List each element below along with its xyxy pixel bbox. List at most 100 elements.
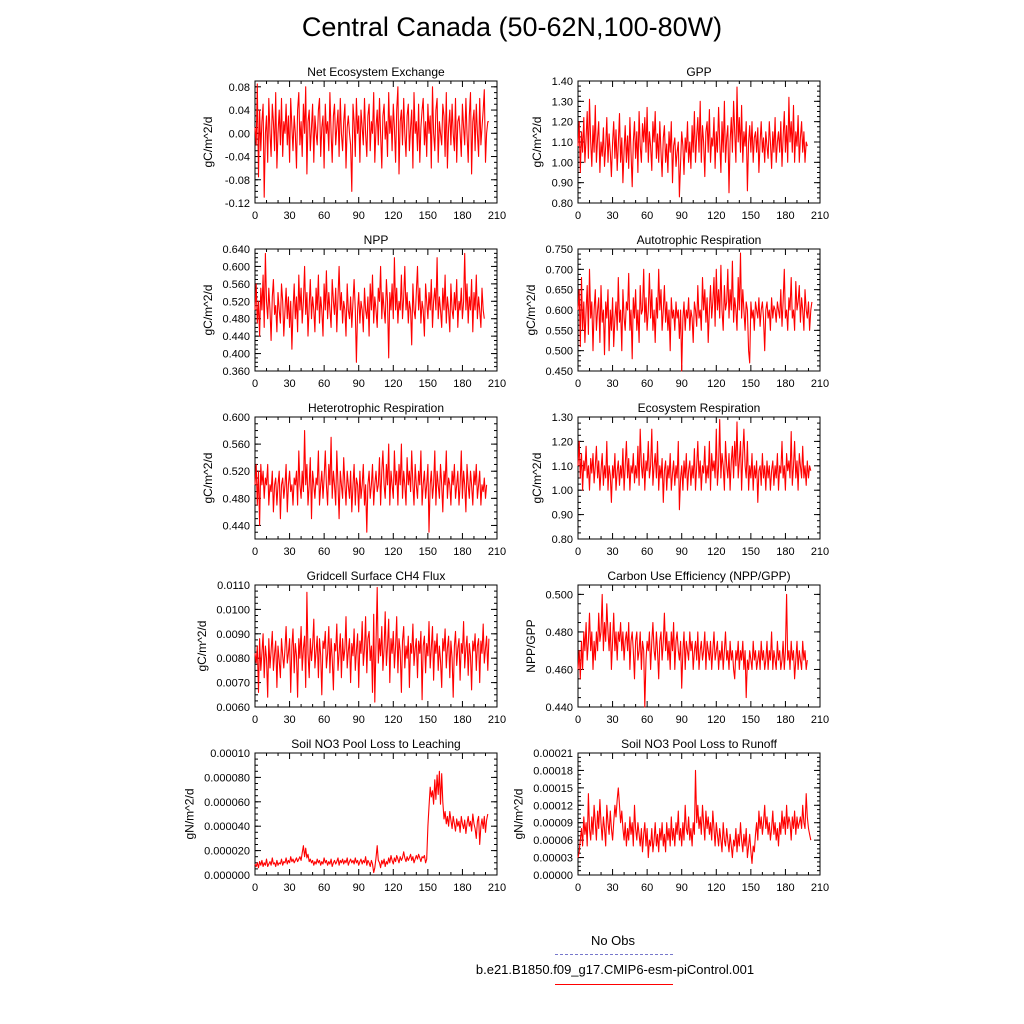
panel-4-ytick-label: 0.440 <box>222 520 250 532</box>
panel-7-ytick-label: 0.480 <box>545 627 573 639</box>
panel-9-xtick-label: 60 <box>641 882 653 894</box>
panel-5-ytick-label: 1.20 <box>552 436 573 448</box>
panel-0-xtick-label: 60 <box>318 210 330 222</box>
panel-6-ytick-label: 0.0090 <box>216 629 250 641</box>
panel-7-xtick-label: 60 <box>641 714 653 726</box>
panel-7-ylabel: NPP/GPP <box>524 619 538 672</box>
panel-5-xtick-label: 60 <box>641 546 653 558</box>
page-title: Central Canada (50-62N,100-80W) <box>301 12 723 42</box>
panel-1-xtick-label: 180 <box>776 210 794 222</box>
panel-4-series-0 <box>254 430 488 533</box>
panel-6-xtick-label: 60 <box>318 714 330 726</box>
panel-3-xtick-label: 30 <box>606 378 618 390</box>
panel-4-title: Heterotrophic Respiration <box>308 401 444 415</box>
panel-8-xtick-label: 90 <box>353 882 365 894</box>
legend-model-line <box>555 984 673 985</box>
panel-7-xtick-label: 90 <box>676 714 688 726</box>
panel-1-ytick-label: 1.40 <box>552 76 573 88</box>
panel-0-xtick-label: 150 <box>419 210 437 222</box>
panel-9-series-0 <box>577 769 812 864</box>
panel-2-ytick-label: 0.640 <box>222 244 250 256</box>
panel-7-ytick-label: 0.460 <box>545 664 573 676</box>
panel-6-xtick-label: 30 <box>283 714 295 726</box>
panel-9-xtick-label: 120 <box>707 882 725 894</box>
panel-4-ytick-label: 0.520 <box>222 466 250 478</box>
figure: Net Ecosystem Exchange 0 30 60 90 120 150 180 21… <box>182 65 829 894</box>
panel-2-ytick-label: 0.360 <box>222 366 250 378</box>
panel-1-ytick-label: 0.90 <box>552 178 573 190</box>
panel-5-ytick-label: 0.90 <box>552 510 573 522</box>
panel-0-ytick-label: 0.00 <box>229 128 250 140</box>
panel-0-series-0 <box>254 83 489 198</box>
panel-7-xtick-label: 210 <box>811 714 829 726</box>
panel-9-ytick-label: 0.00000 <box>533 870 573 882</box>
panel-8-xtick-label: 30 <box>283 882 295 894</box>
panel-8-xtick-label: 180 <box>453 882 471 894</box>
panel-4-xtick-label: 150 <box>419 546 437 558</box>
panel-1-xtick-label: 30 <box>606 210 618 222</box>
panel-7-xtick-label: 30 <box>606 714 618 726</box>
panel-1-series-0 <box>577 86 808 198</box>
panel-1-ytick-label: 0.80 <box>552 198 573 210</box>
panel-9-ytick-label: 0.00009 <box>533 818 573 830</box>
panel-1-ylabel: gC/m^2/d <box>530 117 544 168</box>
panel-3-xtick-label: 0 <box>575 378 581 390</box>
panel-6-xtick-label: 90 <box>353 714 365 726</box>
panel-4-ytick-label: 0.480 <box>222 493 250 505</box>
panel-1-ytick-label: 1.20 <box>552 117 573 129</box>
panel-7-xtick-label: 180 <box>776 714 794 726</box>
panel-4-xtick-label: 0 <box>252 546 258 558</box>
panel-3-xtick-label: 150 <box>742 378 760 390</box>
panel-2-ytick-label: 0.560 <box>222 279 250 291</box>
panel-7-title: Carbon Use Efficiency (NPP/GPP) <box>607 569 790 583</box>
panel-9-ytick-label: 0.00015 <box>533 783 573 795</box>
panel-6-ytick-label: 0.0110 <box>217 580 250 592</box>
panel-8-ytick-label: 0.000040 <box>204 821 250 833</box>
panel-6-ytick-label: 0.0080 <box>216 653 250 665</box>
panel-1-xtick-label: 90 <box>676 210 688 222</box>
panel-8-series-0 <box>254 770 489 874</box>
panel-0-ytick-label: -0.04 <box>225 152 250 164</box>
panel-0-xtick-label: 30 <box>283 210 295 222</box>
panel-0-xtick-label: 210 <box>488 210 506 222</box>
panel-2-xtick-label: 180 <box>453 378 471 390</box>
panel-6-ytick-label: 0.0070 <box>216 678 250 690</box>
panel-7-xtick-label: 120 <box>707 714 725 726</box>
panel-8-xtick-label: 150 <box>419 882 437 894</box>
panel-9-ytick-label: 0.00021 <box>533 748 573 760</box>
panel-8-title: Soil NO3 Pool Loss to Leaching <box>291 737 460 751</box>
panel-2-ytick-label: 0.400 <box>222 349 250 361</box>
panel-8-ylabel: gN/m^2/d <box>182 789 196 840</box>
panel-7-series-0 <box>577 593 808 708</box>
panel-0-xtick-label: 0 <box>252 210 258 222</box>
panel-1-ytick-label: 1.10 <box>552 137 573 149</box>
panel-9-xtick-label: 180 <box>776 882 794 894</box>
panel-3-xtick-label: 120 <box>707 378 725 390</box>
panel-5-ytick-label: 0.80 <box>552 534 573 546</box>
panel-5-xtick-label: 150 <box>742 546 760 558</box>
panel-7-frame <box>577 584 821 708</box>
panel-6-xtick-label: 210 <box>488 714 506 726</box>
panel-2-xtick-label: 60 <box>318 378 330 390</box>
panel-8-ytick-label: 0.000080 <box>204 772 250 784</box>
panel-6-xtick-label: 0 <box>252 714 258 726</box>
panel-3-ytick-label: 0.600 <box>545 305 573 317</box>
panel-5-xtick-label: 0 <box>575 546 581 558</box>
panel-5-xtick-label: 30 <box>606 546 618 558</box>
panel-8-xtick-label: 210 <box>488 882 506 894</box>
panel-4-xtick-label: 210 <box>488 546 506 558</box>
panel-5-title: Ecosystem Respiration <box>638 401 761 415</box>
panel-2-xtick-label: 30 <box>283 378 295 390</box>
panel-3-ytick-label: 0.550 <box>545 325 573 337</box>
panel-6-xtick-label: 120 <box>384 714 402 726</box>
panel-5-series-0 <box>577 418 812 511</box>
panel-9-xtick-label: 150 <box>742 882 760 894</box>
panel-2-title: NPP <box>364 233 389 247</box>
panel-9-xtick-label: 30 <box>606 882 618 894</box>
panel-1-xtick-label: 60 <box>641 210 653 222</box>
panel-5-xtick-label: 180 <box>776 546 794 558</box>
panel-0-title: Net Ecosystem Exchange <box>307 65 445 79</box>
panel-6-title: Gridcell Surface CH4 Flux <box>307 569 446 583</box>
panel-3-ytick-label: 0.650 <box>545 285 573 297</box>
panel-3-ylabel: gC/m^2/d <box>524 285 538 336</box>
